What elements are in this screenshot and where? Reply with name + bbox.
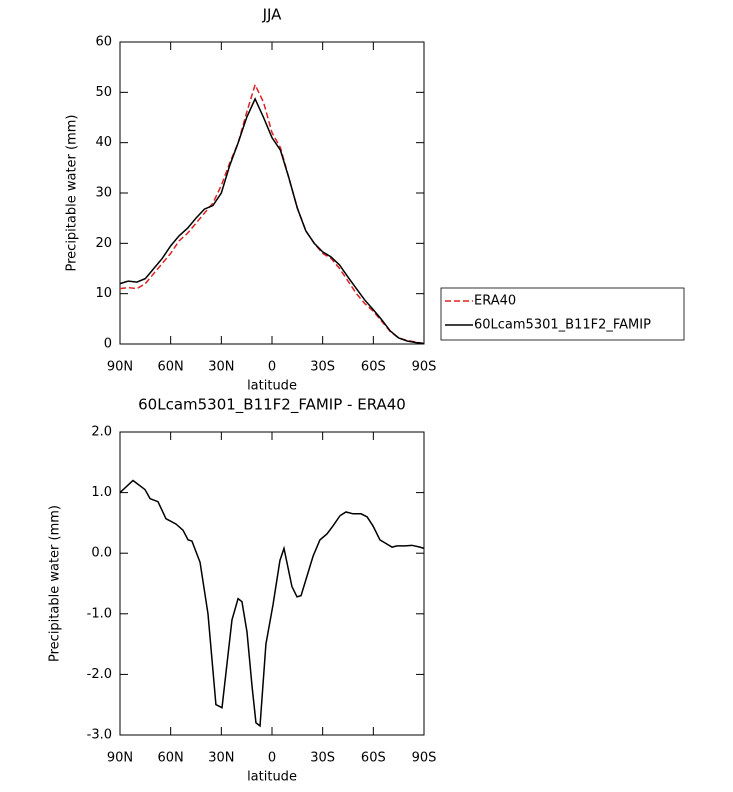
x-tick-label: 30S <box>310 360 335 375</box>
y-tick-label: 30 <box>95 186 112 201</box>
x-tick-label: 60S <box>361 751 386 766</box>
y-tick-label: -3.0 <box>87 728 112 743</box>
x-tick-label: 60N <box>158 751 184 766</box>
series-line <box>119 82 425 345</box>
x-tick-label: 90N <box>107 360 133 375</box>
x-tick-label: 30N <box>208 751 234 766</box>
y-tick-label: -1.0 <box>87 606 112 621</box>
y-tick-label: -2.0 <box>87 667 112 682</box>
y-axis-label: Precipitable water (mm) <box>48 505 63 662</box>
x-axis-label: latitude <box>247 770 297 785</box>
y-axis-label: Precipitable water (mm) <box>65 115 80 272</box>
x-tick-label: 30N <box>208 360 234 375</box>
y-tick-label: 50 <box>95 85 112 100</box>
y-tick-label: 1.0 <box>91 485 112 500</box>
legend-box <box>440 287 685 341</box>
y-tick-label: 2.0 <box>91 425 112 440</box>
y-tick-label: 60 <box>95 35 112 50</box>
x-tick-label: 90S <box>412 360 437 375</box>
series-line <box>119 479 425 728</box>
y-tick-label: 10 <box>95 286 112 301</box>
x-tick-label: 0 <box>268 360 276 375</box>
x-tick-label: 90N <box>107 751 133 766</box>
chart-title: 60Lcam5301_B11F2_FAMIP - ERA40 <box>138 396 406 415</box>
plot-frame <box>119 431 425 736</box>
y-tick-label: 0 <box>104 337 112 352</box>
x-tick-label: 60S <box>361 360 386 375</box>
y-tick-label: 0.0 <box>91 546 112 561</box>
series-line <box>119 97 425 345</box>
chart-title: JJA <box>262 6 283 24</box>
x-tick-label: 30S <box>310 751 335 766</box>
x-tick-label: 90S <box>412 751 437 766</box>
x-axis-label: latitude <box>247 379 297 394</box>
y-tick-label: 20 <box>95 236 112 251</box>
legend-label: 60Lcam5301_B11F2_FAMIP <box>474 318 651 333</box>
plot-frame <box>119 41 425 345</box>
legend-label: ERA40 <box>474 294 516 309</box>
x-tick-label: 60N <box>158 360 184 375</box>
x-tick-label: 0 <box>268 751 276 766</box>
y-tick-label: 40 <box>95 135 112 150</box>
